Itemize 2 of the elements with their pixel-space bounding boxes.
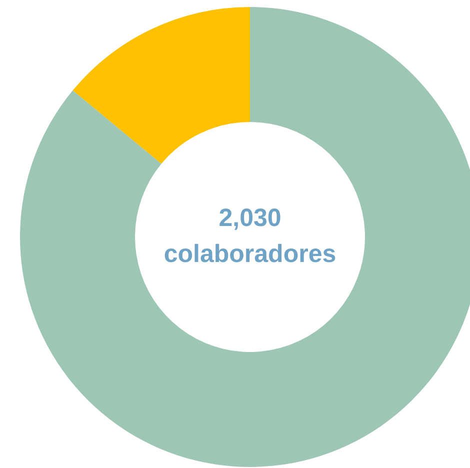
text: 2,030 [218, 204, 282, 232]
text: colaboradores [164, 240, 336, 268]
